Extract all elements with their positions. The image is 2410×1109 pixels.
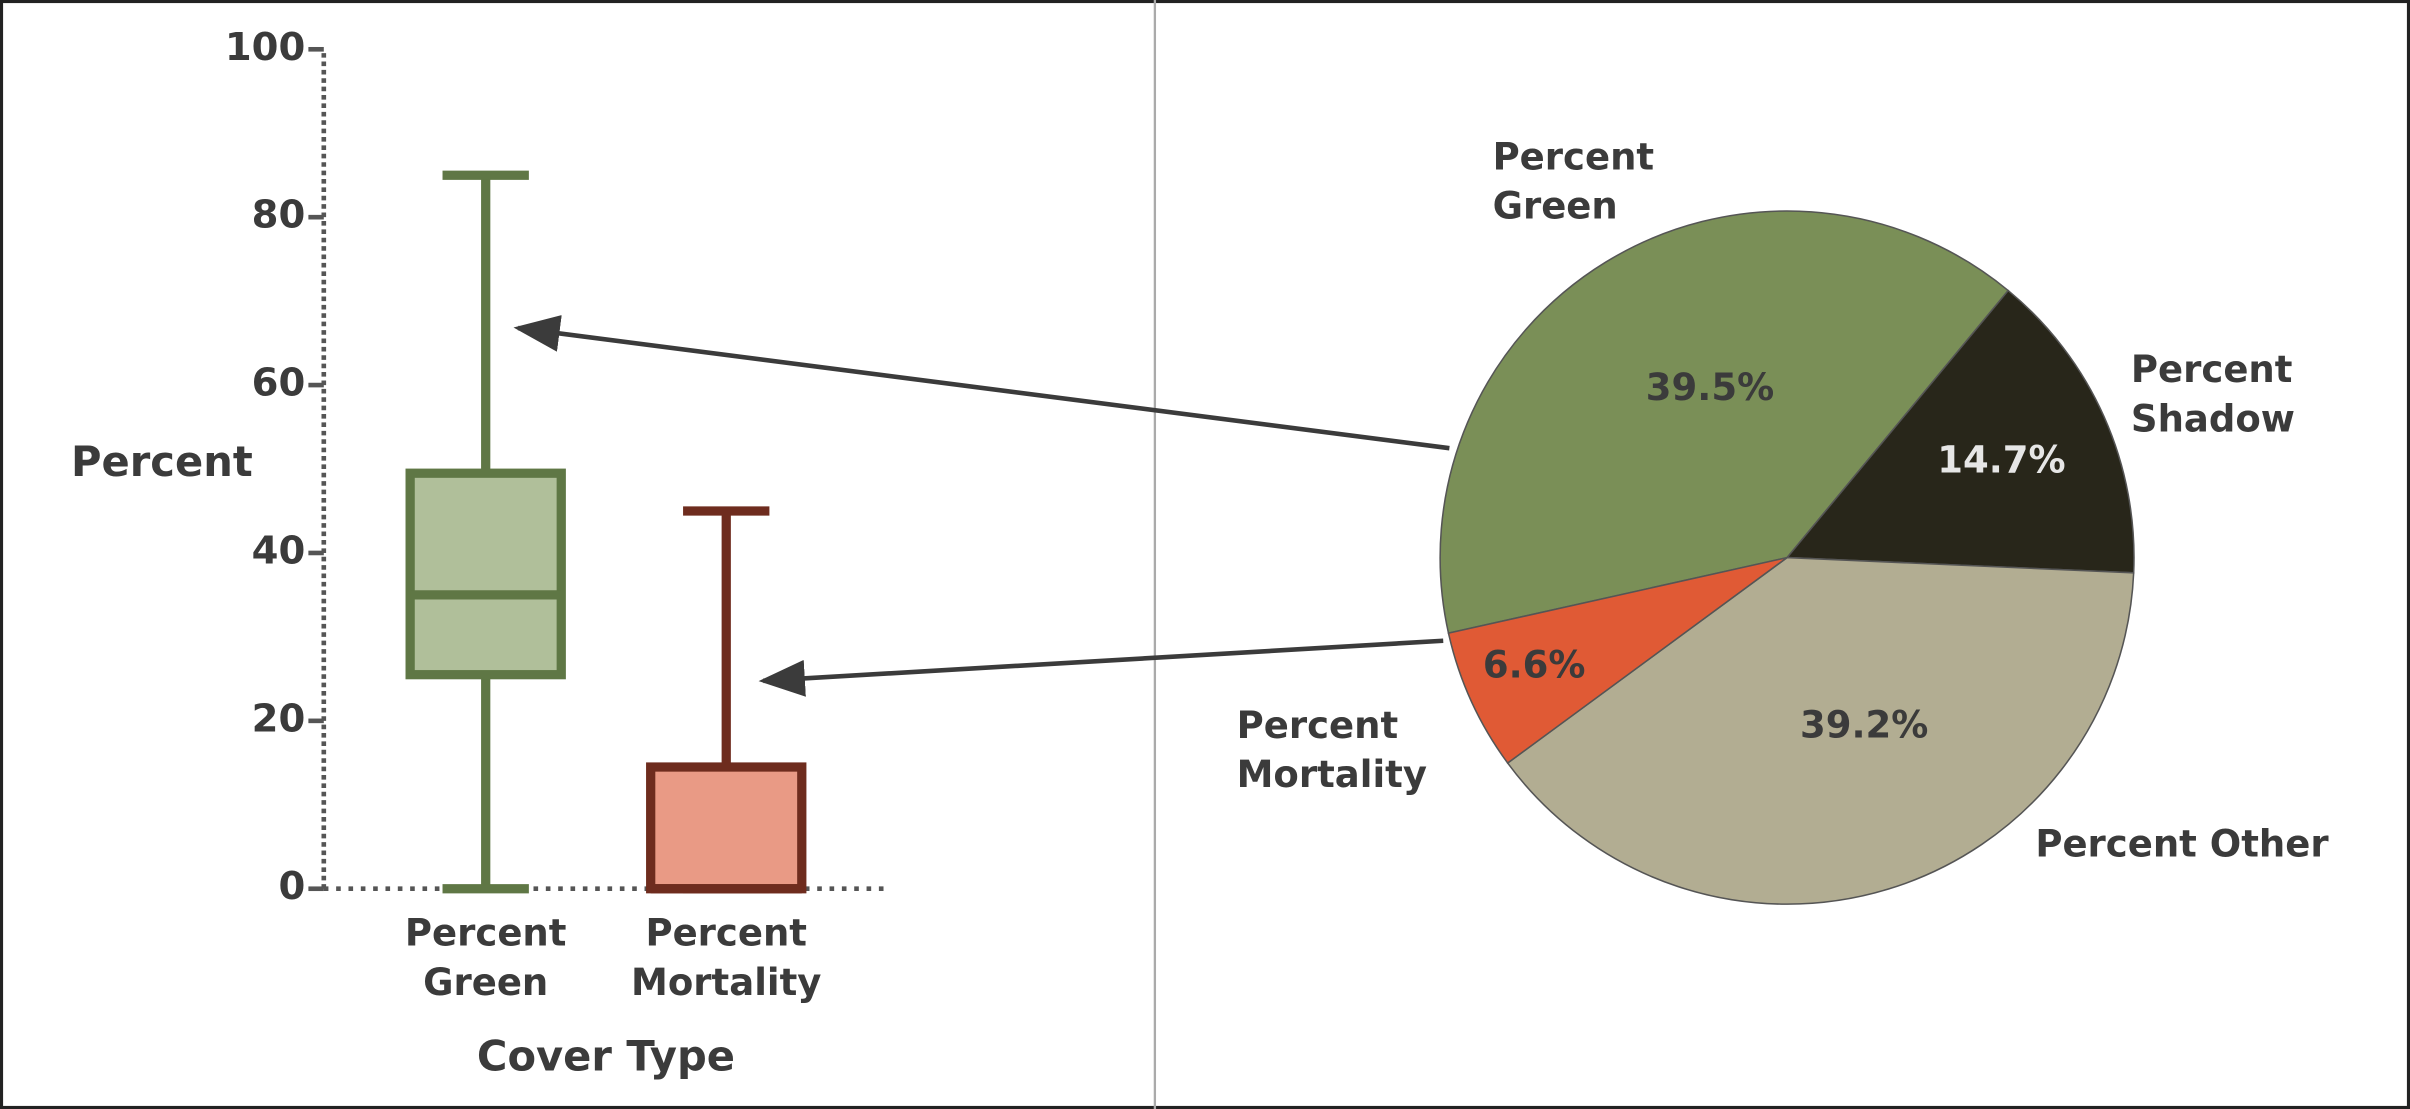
box [405,468,566,680]
slice-label-box: Percent Other [2035,822,2329,866]
pie-slice [1439,210,2010,635]
value-label: 39.5% [1646,366,1774,409]
y-tick-label: 60 [252,361,306,406]
slice-label-box: Percent Mortality [1236,703,1427,797]
y-tick-label: 20 [252,696,306,741]
slice-label: Percent Other [2035,822,2329,866]
slice-label-box: Percent Shadow [2130,348,2295,441]
x-tick-label: Percent Mortality [631,911,822,1005]
box [646,762,807,894]
x-tick-label: Percent Green [404,911,567,1005]
y-tick-label: 0 [278,864,305,909]
y-axis-label: Percent [71,437,253,486]
pie-slice [1506,556,2135,905]
slice-label: Percent Mortality [1236,703,1427,797]
slice-label: Percent Green [1492,135,1655,228]
value-label: 14.7% [1937,439,2065,482]
arrow [513,315,1450,451]
value-label: 39.2% [1800,704,1928,747]
arrow [758,638,1444,697]
y-tick-label: 80 [252,193,306,238]
x-tick-label-box: Percent Green [404,911,567,1005]
pie-slice [1447,556,1788,765]
y-tick-label: 40 [252,528,306,573]
y-tick-label: 100 [225,25,305,70]
x-tick-label-box: Percent Mortality [631,911,822,1005]
slice-label: Percent Shadow [2130,348,2295,441]
slice-label-box: Percent Green [1492,135,1655,228]
x-axis-label: Cover Type [477,1032,735,1081]
pie-slice [1785,289,2135,574]
value-label: 6.6% [1483,643,1586,686]
